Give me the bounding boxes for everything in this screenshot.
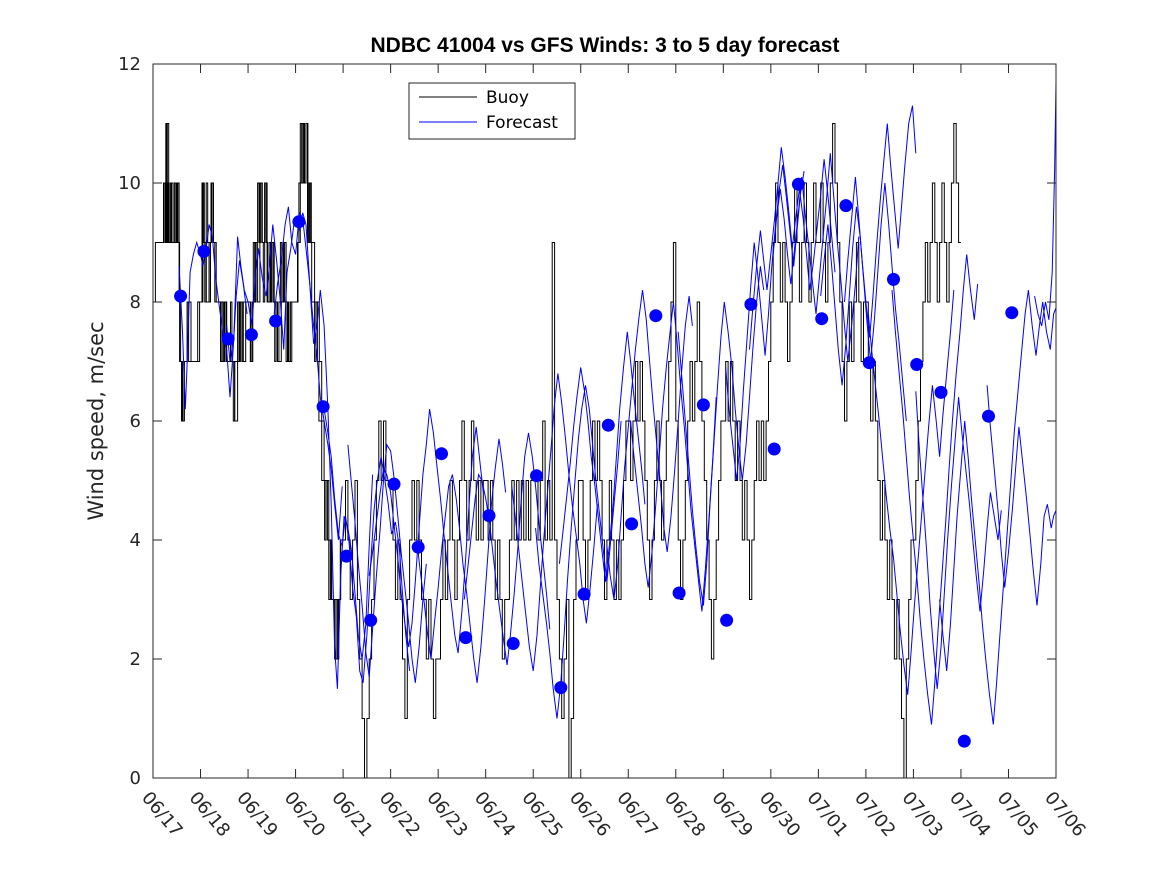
forecast-marker-13: [459, 631, 473, 645]
y-axis: 0 2 4 6 8 10 12: [118, 54, 1056, 789]
forecast-marker-27: [791, 177, 805, 191]
forecast-run-23: [915, 391, 1002, 689]
legend-box: [408, 82, 576, 140]
forecast-run-6: [347, 443, 427, 683]
forecast-run-22: [891, 254, 979, 725]
forecast-run-25: [986, 385, 1057, 606]
y-tick-label: 4: [130, 530, 141, 551]
forecast-marker-21: [649, 309, 663, 323]
forecast-marker-23: [696, 398, 710, 412]
forecast-marker-24: [720, 613, 734, 627]
forecast-marker-35: [982, 409, 995, 423]
forecast-markers: [174, 177, 1019, 748]
forecast-marker-20: [625, 517, 639, 531]
forecast-marker-22: [672, 586, 686, 600]
y-tick-label: 8: [130, 292, 141, 313]
forecast-marker-9: [364, 613, 378, 627]
forecast-run-17: [749, 147, 836, 350]
chart-title: NDBC 41004 vs GFS Winds: 3 to 5 day fore…: [371, 34, 840, 57]
legend: Buoy Forecast: [408, 82, 576, 140]
forecast-marker-2: [197, 244, 211, 258]
forecast-run-26: [1034, 81, 1057, 326]
forecast-marker-36: [1005, 306, 1019, 320]
y-axis-label: Wind speed, m/sec: [84, 321, 108, 520]
forecast-marker-31: [887, 272, 900, 286]
forecast-run-13: [606, 290, 693, 600]
forecast-marker-34: [957, 734, 971, 748]
forecast-marker-16: [530, 469, 543, 483]
forecast-marker-18: [577, 587, 591, 601]
forecast-marker-30: [862, 356, 876, 370]
forecast-marker-11: [411, 540, 425, 554]
forecast-marker-32: [910, 358, 924, 371]
forecast-marker-8: [339, 549, 353, 563]
forecast-run-9: [463, 432, 551, 666]
y-tick-label: 12: [118, 54, 141, 75]
forecast-marker-19: [601, 418, 615, 432]
y-tick-label: 2: [130, 649, 141, 670]
forecast-marker-25: [744, 297, 758, 311]
forecast-marker-7: [316, 400, 330, 414]
forecast-run-14: [630, 301, 717, 612]
forecast-run-12: [558, 331, 646, 582]
forecast-run-2: [226, 218, 296, 362]
y-tick-label: 6: [130, 411, 141, 432]
forecast-run-21: [867, 290, 955, 695]
forecast-run-3: [273, 206, 343, 541]
forecast-marker-5: [269, 314, 283, 328]
forecast-run-18: [772, 153, 860, 362]
forecast-run-11: [535, 385, 622, 719]
y-tick-label: 10: [118, 173, 141, 194]
y-tick-label: 0: [130, 768, 141, 789]
buoy-line-detail: [162, 123, 342, 660]
forecast-marker-12: [435, 447, 448, 461]
forecast-series: [178, 81, 1057, 725]
forecast-marker-14: [482, 509, 496, 523]
plot-area: [152, 63, 1057, 779]
forecast-run-4: [298, 212, 374, 689]
forecast-marker-29: [839, 199, 853, 213]
forecast-marker-4: [244, 328, 258, 342]
forecast-marker-15: [506, 637, 520, 650]
forecast-marker-17: [554, 681, 568, 695]
legend-forecast-label: Forecast: [486, 113, 558, 133]
forecast-run-5: [323, 409, 411, 683]
forecast-marker-33: [934, 385, 948, 399]
forecast-marker-10: [387, 477, 401, 491]
forecast-run-15: [677, 266, 765, 606]
forecast-run-24: [939, 290, 1057, 725]
forecast-marker-28: [815, 312, 829, 326]
legend-buoy-label: Buoy: [486, 88, 529, 108]
forecast-marker-6: [292, 215, 306, 229]
forecast-marker-26: [767, 442, 781, 456]
forecast-marker-3: [221, 332, 235, 346]
forecast-marker-1: [174, 289, 188, 303]
forecast-run-20: [844, 105, 917, 338]
